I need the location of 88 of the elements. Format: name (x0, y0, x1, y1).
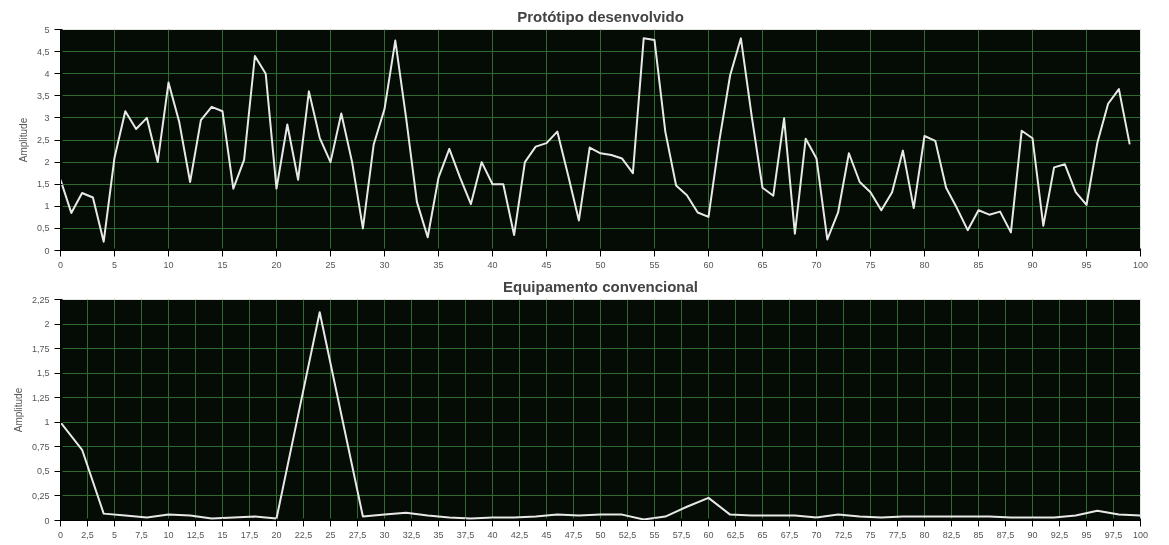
x-tick-label: 85 (973, 529, 984, 540)
y-tick-label: 3 (44, 112, 50, 123)
y-axis-title: Amplitude (12, 387, 24, 433)
x-tick-label: 92,5 (1050, 529, 1069, 540)
x-tick-label: 40 (487, 259, 498, 270)
x-tick-label: 25 (325, 529, 336, 540)
y-tick-label: 1,25 (31, 392, 50, 403)
y-tick-label: 2,5 (36, 135, 50, 145)
x-tick-label: 5 (112, 259, 118, 270)
x-tick-label: 85 (973, 259, 984, 270)
x-tick-label: 10 (163, 259, 174, 270)
x-tick-label: 35 (433, 259, 444, 270)
x-tick-label: 72,5 (834, 529, 853, 540)
x-tick-label: 40 (487, 529, 498, 540)
x-tick-label: 0 (58, 529, 64, 540)
x-tick-label: 65 (757, 529, 768, 540)
y-tick-label: 1 (44, 201, 50, 212)
x-tick-label: 5 (112, 529, 118, 540)
x-tick-label: 77,5 (888, 529, 907, 540)
x-tick-label: 87,5 (996, 529, 1015, 540)
chart-title: Equipamento convencional (502, 277, 699, 295)
x-tick-label: 20 (271, 259, 282, 270)
x-tick-label: 57,5 (672, 529, 691, 540)
x-tick-label: 75 (865, 259, 876, 270)
y-tick-label: 2 (44, 157, 50, 168)
y-tick-label: 0,5 (36, 466, 50, 477)
x-tick-label: 45 (541, 259, 552, 270)
x-tick-label: 0 (58, 259, 64, 270)
x-tick-label: 35 (433, 529, 444, 540)
x-tick-label: 47,5 (564, 529, 583, 540)
y-tick-label: 0,5 (36, 223, 50, 234)
x-tick-label: 70 (811, 529, 822, 540)
chart-title: Protótipo desenvolvido (517, 7, 684, 25)
x-tick-label: 42,5 (510, 529, 529, 540)
y-tick-label: 4,5 (36, 46, 50, 57)
y-tick-label: 0 (44, 245, 50, 256)
y-tick-label: 0,75 (31, 441, 50, 452)
x-tick-label: 10 (163, 529, 174, 540)
x-tick-label: 95 (1081, 259, 1092, 270)
x-tick-label: 55 (649, 259, 660, 270)
x-tick-label: 95 (1081, 529, 1092, 540)
x-tick-label: 15 (217, 259, 228, 270)
x-tick-label: 20 (271, 529, 282, 540)
x-tick-label: 25 (325, 259, 336, 270)
y-tick-label: 5 (44, 24, 50, 35)
x-tick-label: 45 (541, 529, 552, 540)
y-axis-title: Amplitude (17, 117, 29, 163)
x-tick-label: 60 (703, 529, 714, 540)
x-tick-label: 52,5 (618, 529, 637, 540)
x-tick-label: 30 (379, 259, 390, 270)
x-tick-label: 50 (595, 259, 606, 270)
y-tick-label: 2 (44, 319, 50, 330)
x-tick-label: 97,5 (1104, 529, 1123, 540)
x-tick-label: 32,5 (402, 529, 421, 540)
x-tick-label: 100 (1132, 529, 1149, 540)
y-tick-label: 1,5 (36, 179, 50, 190)
x-tick-label: 82,5 (942, 529, 961, 540)
x-tick-label: 27,5 (348, 529, 367, 540)
y-tick-label: 2,25 (31, 294, 50, 305)
x-tick-label: 70 (811, 259, 822, 270)
x-tick-label: 75 (865, 529, 876, 540)
x-tick-label: 80 (919, 529, 930, 540)
x-tick-label: 80 (919, 259, 930, 270)
x-tick-label: 7,5 (135, 529, 148, 540)
x-tick-label: 60 (703, 259, 714, 270)
y-tick-label: 1,75 (31, 343, 50, 354)
x-tick-label: 2,5 (81, 529, 94, 540)
x-tick-label: 37,5 (456, 529, 475, 540)
x-tick-label: 17,5 (240, 529, 259, 540)
line-series (60, 37, 1131, 243)
x-tick-label: 30 (379, 529, 390, 540)
x-tick-label: 55 (649, 529, 660, 540)
y-tick-label: 1,5 (36, 368, 50, 379)
y-tick-label: 1 (44, 417, 50, 428)
x-tick-label: 90 (1027, 529, 1038, 540)
x-tick-label: 67,5 (780, 529, 799, 540)
y-tick-label: 4 (44, 68, 50, 79)
x-tick-label: 12,5 (186, 529, 205, 540)
x-tick-label: 22,5 (294, 529, 313, 540)
y-tick-label: 0,25 (31, 490, 50, 501)
x-tick-label: 90 (1027, 259, 1038, 270)
y-tick-label: 0 (44, 515, 50, 526)
x-tick-label: 65 (757, 259, 768, 270)
x-tick-label: 100 (1132, 259, 1149, 270)
x-tick-label: 50 (595, 529, 606, 540)
x-tick-label: 62,5 (726, 529, 745, 540)
y-tick-label: 3,5 (36, 90, 50, 101)
x-tick-label: 15 (217, 529, 228, 540)
